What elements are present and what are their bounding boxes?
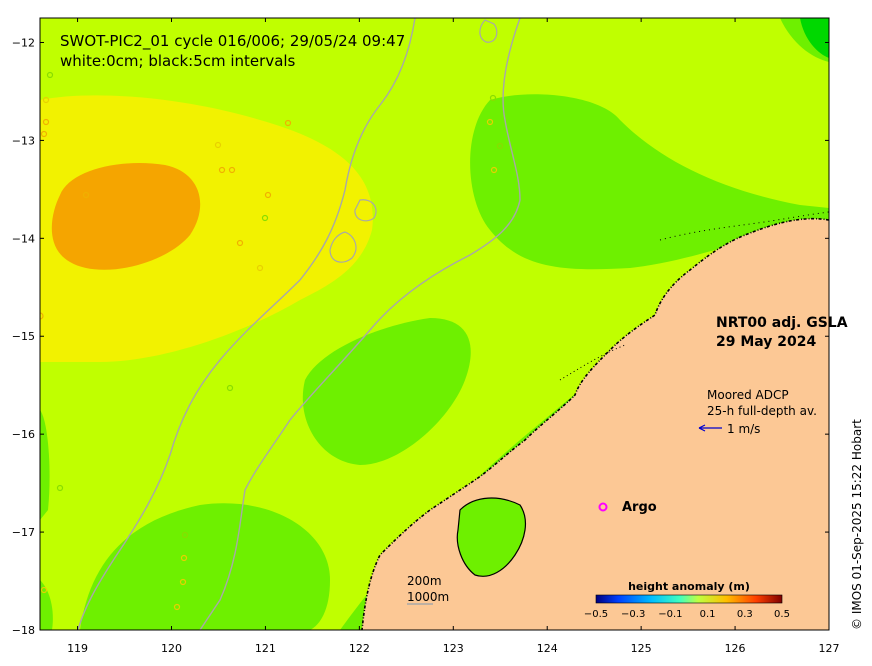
anomaly-high-region (40, 95, 373, 362)
adcp-legend-line-2: 25-h full-depth av. (707, 404, 817, 418)
x-tick-label: 125 (631, 642, 652, 655)
reef-contour-1 (329, 231, 357, 263)
anomaly-low-strip-west (40, 410, 50, 520)
title-line-2: white:0cm; black:5cm intervals (60, 52, 296, 70)
y-tick-label: −12 (12, 36, 35, 49)
king-sound-coastline (456, 497, 527, 577)
coastline (361, 217, 829, 630)
x-axis: 119 120 121 122 123 124 125 126 127 (67, 18, 840, 655)
map-plot-area (40, 18, 829, 630)
x-tick-label: 126 (725, 642, 746, 655)
y-tick-label: −15 (12, 330, 35, 343)
x-tick-label: 121 (255, 642, 276, 655)
x-tick-label: 120 (161, 642, 182, 655)
colorbar-tick-label: −0.5 (584, 609, 608, 620)
colorbar-tick-label: 0.5 (774, 609, 790, 620)
contour-200m (199, 18, 521, 630)
colorbar (595, 594, 783, 604)
colorbar-label: height anomaly (m) (628, 580, 750, 593)
x-tick-label: 123 (443, 642, 464, 655)
anomaly-max-core (51, 163, 201, 270)
x-tick-label: 124 (537, 642, 558, 655)
x-tick-label: 122 (349, 642, 370, 655)
contour-1000m (77, 18, 416, 630)
y-tick-label: −14 (12, 232, 35, 245)
x-tick-label: 119 (67, 642, 88, 655)
y-axis: −12 −13 −14 −15 −16 −17 −18 (12, 36, 829, 637)
y-tick-label: −16 (12, 428, 35, 441)
colorbar-ticks: −0.5 −0.3 −0.1 0.1 0.3 0.5 (584, 609, 790, 620)
y-tick-label: −18 (12, 624, 35, 637)
king-sound (457, 498, 526, 577)
colorbar-tick-label: 0.1 (700, 609, 716, 620)
argo-label: Argo (622, 500, 657, 515)
y-tick-label: −17 (12, 526, 35, 539)
argo-marker-icon (598, 502, 608, 512)
y-tick-label: −13 (12, 134, 35, 147)
plot-frame (39, 17, 830, 631)
credit-text: © IMOS 01-Sep-2025 15:22 Hobart (850, 419, 864, 630)
colorbar-tick-label: −0.3 (621, 609, 645, 620)
reef-contour-3 (479, 19, 498, 43)
product-date: 29 May 2024 (716, 334, 817, 350)
adcp-scale-label: 1 m/s (727, 422, 760, 436)
colorbar-tick-label: 0.3 (737, 609, 753, 620)
depth-legend-1000m: 1000m (407, 590, 449, 604)
reef-contour-2 (354, 199, 377, 222)
anomaly-low-region-south (80, 503, 330, 630)
product-name: NRT00 adj. GSLA (716, 315, 848, 331)
depth-legend-200m: 200m (407, 574, 442, 588)
colorbar-tick-label: −0.1 (658, 609, 682, 620)
x-tick-label: 127 (819, 642, 840, 655)
title-line-1: SWOT-PIC2_01 cycle 016/006; 29/05/24 09:… (60, 32, 405, 51)
anomaly-low-region-central (302, 318, 471, 465)
observation-markers (40, 71, 504, 611)
adcp-legend-line-1: Moored ADCP (707, 388, 789, 402)
anomaly-min-region (800, 18, 829, 58)
adcp-scale-arrow (698, 424, 722, 432)
